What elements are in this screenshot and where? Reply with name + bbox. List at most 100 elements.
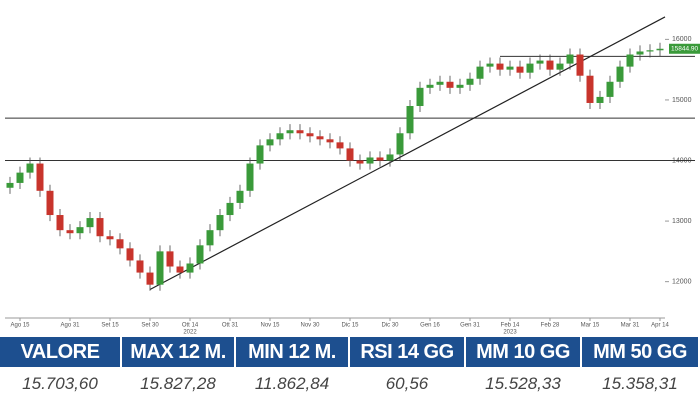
candle-body — [186, 263, 194, 273]
trend-line — [149, 16, 666, 291]
x-tick-label: Feb 28 — [541, 323, 560, 329]
last-price-label: 15844.90 — [671, 45, 698, 52]
candle-body — [246, 163, 254, 191]
table-value: 15.827,28 — [122, 367, 234, 400]
candle-body — [366, 157, 374, 164]
candle-body — [566, 54, 574, 64]
candle-body — [426, 84, 434, 88]
candle-body — [556, 63, 564, 70]
x-tick-label: Mar 15 — [581, 323, 600, 329]
candle-body — [486, 63, 494, 67]
candle-body — [286, 130, 294, 134]
table-value: 15.358,31 — [582, 367, 698, 400]
candle-body — [216, 215, 224, 231]
candle-body — [66, 230, 74, 234]
candle-body — [436, 81, 444, 85]
candle-body — [26, 163, 34, 173]
candle-body — [406, 106, 414, 134]
table-value: 15.703,60 — [0, 367, 120, 400]
candle-body — [356, 160, 364, 164]
candle-body — [276, 133, 284, 140]
table-header: MM 50 GG — [582, 337, 698, 367]
candle-body — [646, 50, 654, 52]
candle-body — [256, 145, 264, 164]
candle-body — [156, 251, 164, 285]
candle-body — [6, 182, 14, 188]
candle-body — [316, 136, 324, 140]
table-header: VALORE — [0, 337, 120, 367]
candle-body — [236, 190, 244, 203]
candle-body — [76, 227, 84, 234]
candle-body — [96, 218, 104, 237]
candle-body — [456, 84, 464, 88]
candle-body — [466, 78, 474, 85]
candle-body — [636, 51, 644, 55]
x-tick-label: Set 15 — [101, 323, 119, 329]
candle-body — [46, 190, 54, 216]
candle-body — [176, 266, 184, 273]
y-tick-label: 16000 — [672, 36, 692, 43]
table-header: RSI 14 GG — [350, 337, 464, 367]
candle-body — [446, 81, 454, 88]
y-tick-label: 13000 — [672, 218, 692, 225]
candle-body — [626, 54, 634, 67]
candle-body — [336, 142, 344, 149]
year-label: 2023 — [503, 330, 517, 336]
candle-body — [606, 81, 614, 97]
x-tick-label: Nov 30 — [300, 323, 320, 329]
candle-body — [56, 215, 64, 231]
candle-body — [396, 133, 404, 155]
candle-body — [296, 130, 304, 134]
table-header: MM 10 GG — [466, 337, 580, 367]
candle-body — [536, 60, 544, 64]
x-tick-label: Gen 16 — [420, 323, 440, 329]
last-price-box — [669, 43, 700, 54]
candle-body — [656, 48, 664, 51]
candle-body — [616, 66, 624, 82]
table-value: 11.862,84 — [236, 367, 348, 400]
candle-body — [86, 218, 94, 228]
x-tick-label: Ago 31 — [60, 323, 80, 329]
candle-body — [106, 236, 114, 240]
x-tick-label: Dic 15 — [341, 323, 359, 329]
candle-body — [386, 154, 394, 161]
x-tick-label: Dic 30 — [381, 323, 399, 329]
x-tick-label: Ago 15 — [10, 323, 30, 329]
x-tick-label: Mar 31 — [621, 323, 640, 329]
candle-body — [196, 245, 204, 264]
table-header: MAX 12 M. — [122, 337, 234, 367]
x-tick-label: Ott 31 — [222, 323, 239, 329]
candle-body — [506, 66, 514, 70]
candle-body — [136, 260, 144, 273]
x-tick-label: Ott 14 — [182, 323, 199, 329]
candle-body — [226, 202, 234, 216]
table-header: MIN 12 M. — [236, 337, 348, 367]
table-value: 60,56 — [350, 367, 464, 400]
x-tick-label: Nov 15 — [260, 323, 280, 329]
candle-body — [496, 63, 504, 70]
y-tick-label: 12000 — [672, 279, 692, 286]
candle-body — [586, 75, 594, 103]
candle-body — [526, 63, 534, 73]
candle-body — [476, 66, 484, 79]
candle-body — [346, 148, 354, 161]
candle-body — [16, 172, 24, 183]
candle-body — [266, 139, 274, 146]
candle-body — [166, 251, 174, 267]
candle-body — [36, 163, 44, 191]
candle-body — [376, 157, 384, 161]
candle-body — [596, 96, 604, 103]
x-tick-label: Gen 31 — [460, 323, 480, 329]
x-tick-label: Feb 14 — [501, 323, 520, 329]
candle-body — [306, 133, 314, 137]
x-tick-label: Apr 14 — [651, 323, 669, 329]
candle-body — [516, 66, 524, 73]
x-tick-label: Set 30 — [141, 323, 159, 329]
candle-body — [576, 54, 584, 76]
candle-body — [546, 60, 554, 70]
y-tick-label: 15000 — [672, 97, 692, 104]
candle-body — [116, 239, 124, 249]
table-value: 15.528,33 — [466, 367, 580, 400]
